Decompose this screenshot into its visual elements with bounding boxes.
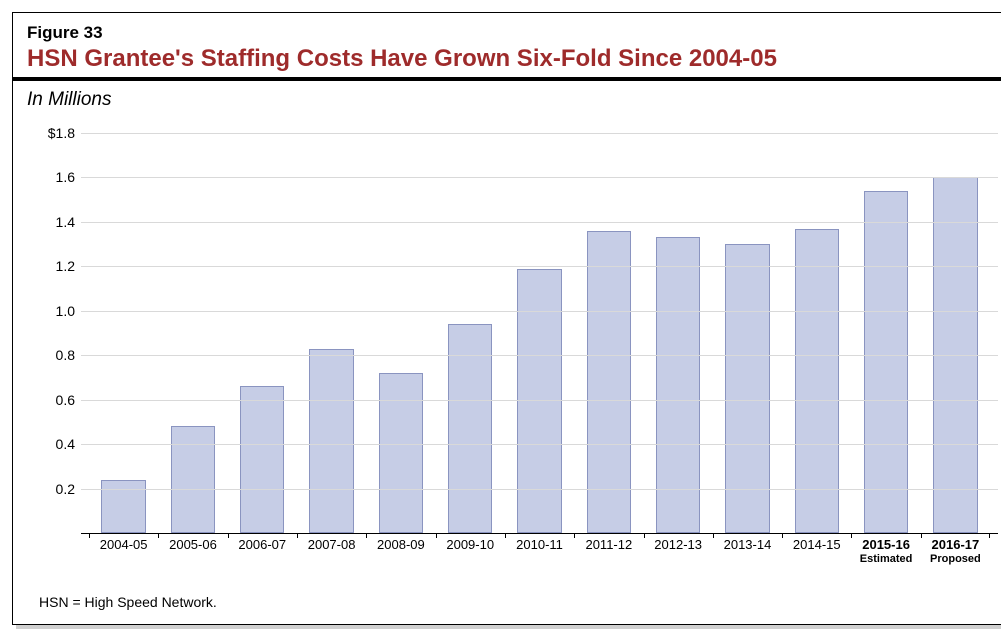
figure-header: Figure 33 HSN Grantee's Staffing Costs H… xyxy=(13,13,1001,77)
figure-label: Figure 33 xyxy=(27,23,998,43)
gridline xyxy=(81,177,998,178)
gridline xyxy=(81,311,998,312)
x-axis-labels: 2004-052005-062006-072007-082008-092009-… xyxy=(81,534,998,570)
bar-slot xyxy=(89,133,158,533)
bar-slot xyxy=(297,133,366,533)
gridline xyxy=(81,222,998,223)
gridline xyxy=(81,400,998,401)
bar-slot xyxy=(574,133,643,533)
bar xyxy=(864,191,908,533)
bar xyxy=(517,269,561,533)
figure-subtitle: In Millions xyxy=(13,81,1001,111)
x-tick-label: 2009-10 xyxy=(436,534,505,570)
bar xyxy=(171,426,215,533)
x-tick-label: 2013-14 xyxy=(713,534,782,570)
bar-slot xyxy=(713,133,782,533)
x-tick-label: 2016-17Proposed xyxy=(921,534,990,570)
gridline xyxy=(81,489,998,490)
bar-slot xyxy=(436,133,505,533)
bar-slot xyxy=(921,133,990,533)
gridline xyxy=(81,133,998,134)
bar xyxy=(725,244,769,533)
y-tick-label: 1.0 xyxy=(27,303,75,319)
gridline xyxy=(81,266,998,267)
y-tick-label: $1.8 xyxy=(27,125,75,141)
x-tick-label: 2012-13 xyxy=(644,534,713,570)
x-tick-label: 2007-08 xyxy=(297,534,366,570)
bar xyxy=(240,386,284,533)
x-tick-label: 2015-16Estimated xyxy=(851,534,920,570)
gridline xyxy=(81,355,998,356)
bar-slot xyxy=(228,133,297,533)
x-tick-label: 2010-11 xyxy=(505,534,574,570)
bar xyxy=(379,373,423,533)
y-tick-label: 0.8 xyxy=(27,347,75,363)
bar-slot xyxy=(366,133,435,533)
figure-footnote: HSN = High Speed Network. xyxy=(39,594,217,610)
plot-area: $1.81.61.41.21.00.80.60.40.2 xyxy=(81,133,998,534)
y-tick-label: 0.6 xyxy=(27,392,75,408)
bar xyxy=(309,349,353,533)
y-tick-label: 0.2 xyxy=(27,481,75,497)
x-tick-label: 2008-09 xyxy=(366,534,435,570)
x-tick-label: 2005-06 xyxy=(158,534,227,570)
y-tick-label: 0.4 xyxy=(27,436,75,452)
bar-slot xyxy=(505,133,574,533)
bar xyxy=(795,229,839,533)
y-tick-label: 1.6 xyxy=(27,169,75,185)
y-tick-label: 1.2 xyxy=(27,258,75,274)
figure-title: HSN Grantee's Staffing Costs Have Grown … xyxy=(27,45,998,73)
chart-area: $1.81.61.41.21.00.80.60.40.2 2004-052005… xyxy=(27,133,998,570)
x-tick-label: 2014-15 xyxy=(782,534,851,570)
bars-row xyxy=(81,133,998,533)
bar-slot xyxy=(644,133,713,533)
y-tick-label: 1.4 xyxy=(27,214,75,230)
x-tick-label: 2004-05 xyxy=(89,534,158,570)
gridline xyxy=(81,444,998,445)
bar-slot xyxy=(158,133,227,533)
bar-slot xyxy=(851,133,920,533)
x-tick-label: 2011-12 xyxy=(574,534,643,570)
bar-slot xyxy=(782,133,851,533)
figure-container: Figure 33 HSN Grantee's Staffing Costs H… xyxy=(12,12,1001,625)
x-tick-label: 2006-07 xyxy=(228,534,297,570)
